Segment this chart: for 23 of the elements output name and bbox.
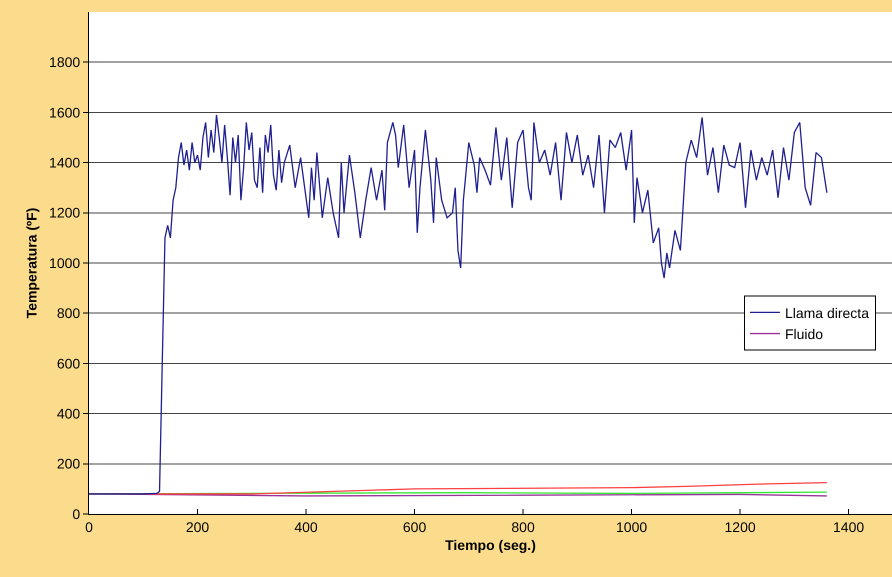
x-tick-label: 400 <box>294 518 318 535</box>
y-tick-label: 1400 <box>49 154 80 170</box>
x-tick-label: 0 <box>85 518 94 535</box>
x-axis-title: Tiempo (seg.) <box>445 537 536 554</box>
y-axis-title: Temperatura (ºF) <box>24 208 40 318</box>
x-tick-label: 600 <box>402 518 426 535</box>
y-tick-label: 1800 <box>49 54 80 70</box>
y-tick-label: 1200 <box>49 204 80 221</box>
x-tick-label: 800 <box>511 518 535 535</box>
x-tick-label: 1400 <box>833 518 864 535</box>
y-tick-label: 800 <box>56 305 80 322</box>
x-tick-label: 200 <box>186 518 210 535</box>
line-series <box>89 114 828 495</box>
y-tick-label: 0 <box>72 506 80 522</box>
y-tick-label: 1600 <box>49 104 80 120</box>
legend-label: Llama directa <box>784 304 870 321</box>
x-tick-label: 1200 <box>724 518 756 535</box>
x-tick-label: 1000 <box>616 518 648 535</box>
y-tick-label: 1000 <box>49 254 80 271</box>
y-tick-label: 200 <box>56 456 80 472</box>
y-tick-label: 400 <box>56 406 80 422</box>
legend-label: Fluido <box>784 326 824 342</box>
y-tick-label: 600 <box>56 355 80 372</box>
